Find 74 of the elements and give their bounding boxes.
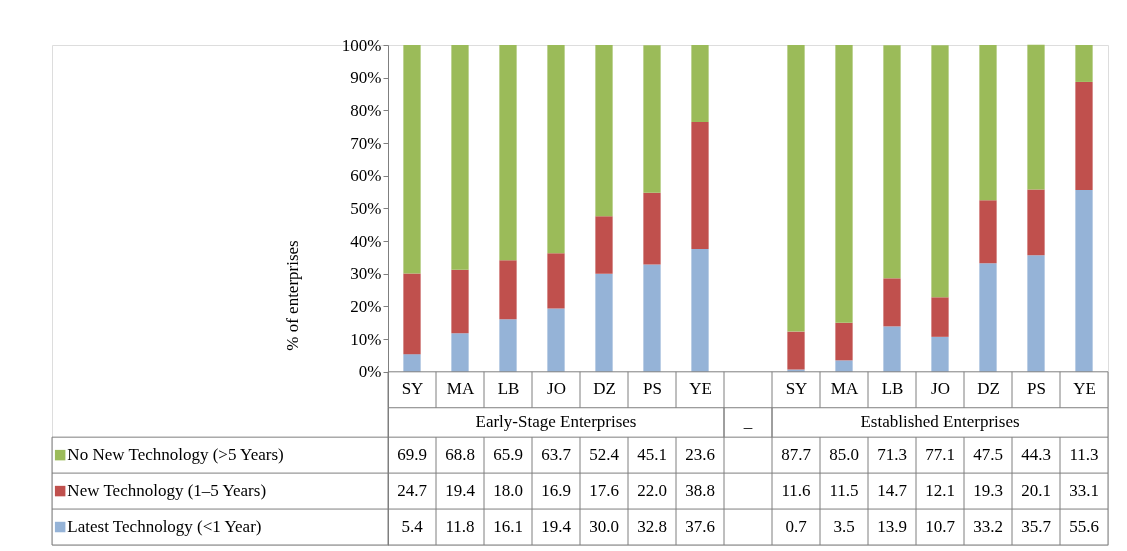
x-tick-label: YE xyxy=(1073,379,1096,399)
data-label: 0.7 xyxy=(785,517,808,537)
text: Established Enterprises xyxy=(860,412,1020,432)
data-label: 11.5 xyxy=(829,481,859,501)
data-label: 33.2 xyxy=(973,517,1003,537)
y-tick-label: 60% xyxy=(350,166,382,186)
data-label: 45.1 xyxy=(637,445,667,465)
data-label: 5.4 xyxy=(401,517,424,537)
data-label: 44.3 xyxy=(1021,445,1051,465)
x-tick-label: DZ xyxy=(593,379,616,399)
x-tick-label: MA xyxy=(446,379,475,399)
data-label: 33.1 xyxy=(1069,481,1099,501)
data-label: 65.9 xyxy=(493,445,523,465)
y-tick-label: 100% xyxy=(341,35,382,55)
data-label: 37.6 xyxy=(685,517,715,537)
data-label: 35.7 xyxy=(1021,517,1052,537)
x-tick-label: MA xyxy=(830,379,859,399)
x-tick-label: JO xyxy=(547,379,566,399)
x-tick-label: YE xyxy=(689,379,712,399)
data-label: 3.5 xyxy=(833,517,855,537)
data-label: 55.6 xyxy=(1069,517,1099,537)
y-tick-label: 40% xyxy=(350,231,382,251)
x-tick-label: LB xyxy=(881,379,904,399)
data-label: 85.0 xyxy=(829,445,859,465)
data-label: 10.7 xyxy=(925,517,956,537)
data-label: 22.0 xyxy=(637,481,667,501)
data-label: 63.7 xyxy=(541,445,572,465)
data-label: 19.4 xyxy=(445,481,476,501)
data-label: 24.7 xyxy=(397,481,428,501)
y-tick-label: 0% xyxy=(358,362,382,382)
data-label: 16.1 xyxy=(493,517,523,537)
data-label: 87.7 xyxy=(781,445,812,465)
data-label: 71.3 xyxy=(877,445,907,465)
data-label: 68.8 xyxy=(445,445,475,465)
data-label: 30.0 xyxy=(589,517,619,537)
x-tick-label: SY xyxy=(401,379,424,399)
x-tick-label: LB xyxy=(497,379,520,399)
data-label: 19.3 xyxy=(973,481,1003,501)
x-tick-label: DZ xyxy=(977,379,1000,399)
y-tick-label: 80% xyxy=(350,100,382,120)
x-tick-label: JO xyxy=(931,379,950,399)
y-tick-label: 30% xyxy=(350,264,382,284)
y-tick-label: 70% xyxy=(350,133,382,153)
legend-label: New Technology (1–5 Years) xyxy=(67,481,267,501)
data-label: 47.5 xyxy=(973,445,1003,465)
y-tick-label: 20% xyxy=(350,296,382,316)
y-tick-label: 50% xyxy=(350,198,382,218)
legend-label: No New Technology (>5 Years) xyxy=(67,445,284,465)
data-label: 16.9 xyxy=(541,481,571,501)
text: Early-Stage Enterprises xyxy=(475,412,637,432)
data-label: 38.8 xyxy=(685,481,715,501)
x-tick-label: SY xyxy=(785,379,808,399)
y-tick-label: 10% xyxy=(350,329,382,349)
y-tick-label: 90% xyxy=(350,68,382,88)
data-label: 32.8 xyxy=(637,517,667,537)
data-label: 19.4 xyxy=(541,517,572,537)
data-label: 69.9 xyxy=(397,445,427,465)
data-label: 77.1 xyxy=(925,445,955,465)
legend-label: Latest Technology (<1 Year) xyxy=(67,517,262,537)
data-label: 12.1 xyxy=(925,481,955,501)
data-label: 13.9 xyxy=(877,517,907,537)
data-label: 14.7 xyxy=(877,481,908,501)
data-label: 23.6 xyxy=(685,445,715,465)
data-label: 11.6 xyxy=(781,481,811,501)
data-label: 52.4 xyxy=(589,445,620,465)
text: _ xyxy=(742,412,753,432)
x-tick-label: PS xyxy=(643,379,662,399)
data-label: 17.6 xyxy=(589,481,619,501)
y-axis-title: % of enterprises xyxy=(282,240,302,351)
data-label: 18.0 xyxy=(493,481,523,501)
data-label: 11.8 xyxy=(445,517,475,537)
data-label: 11.3 xyxy=(1069,445,1099,465)
data-label: 20.1 xyxy=(1021,481,1051,501)
x-tick-label: PS xyxy=(1027,379,1046,399)
